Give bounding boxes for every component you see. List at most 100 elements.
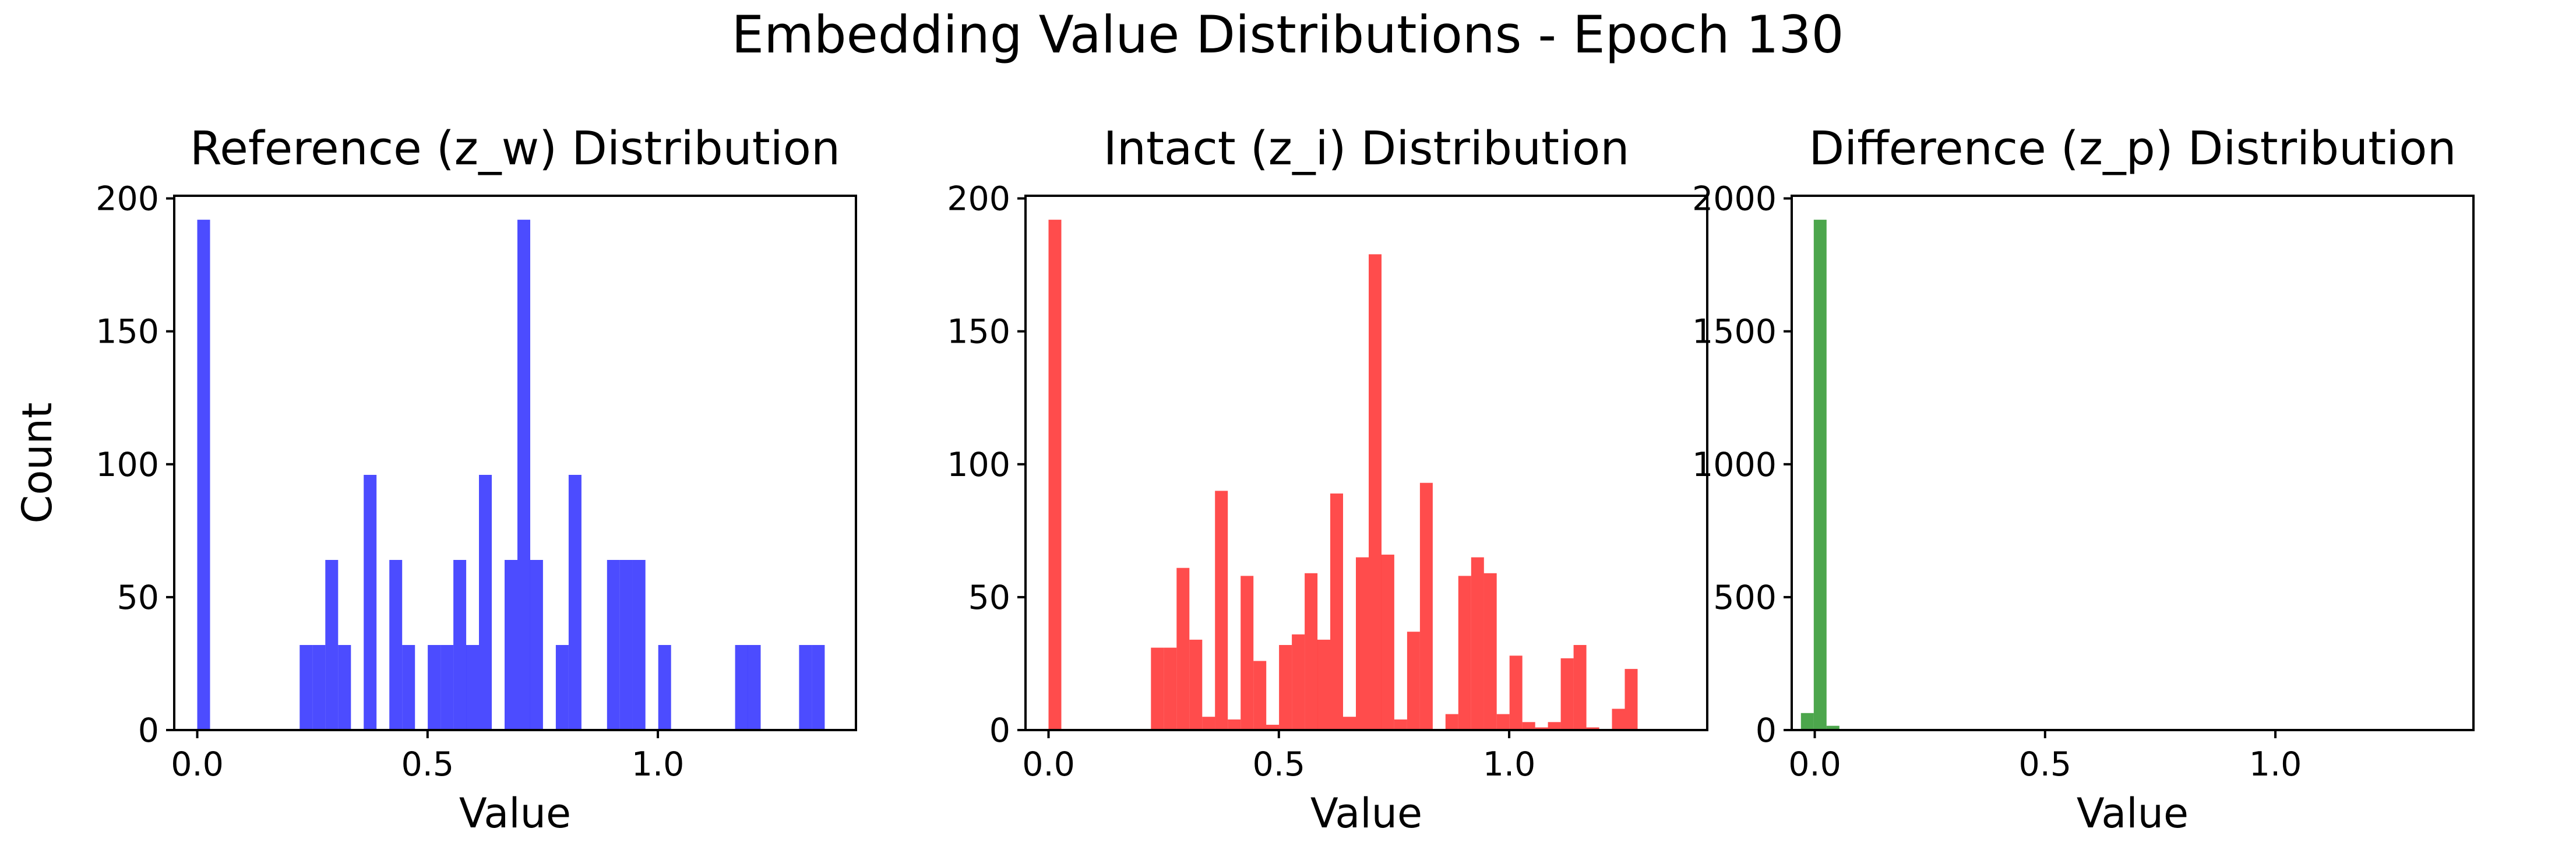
reference-ytick-label: 50: [117, 579, 159, 617]
reference-bar: [748, 645, 761, 730]
intact-bar: [1292, 634, 1305, 730]
subplot-intact: 0.0 0.5 1.0 0 50 100 150 200 Intact (z_i) Distr…: [947, 122, 1708, 837]
reference-ytick-label: 0: [138, 711, 159, 750]
intact-xlabel: Value: [1310, 789, 1422, 837]
reference-bar: [441, 645, 454, 730]
difference-xtick-label: 0.0: [1788, 745, 1841, 784]
intact-bar: [1381, 554, 1394, 730]
reference-xtick-label: 0.5: [401, 745, 454, 784]
reference-bar: [299, 645, 313, 730]
intact-bar: [1330, 494, 1343, 730]
intact-bar: [1343, 717, 1356, 730]
intact-bar: [1202, 717, 1215, 730]
intact-bar: [1586, 727, 1599, 730]
intact-axes: 0.0 0.5 1.0 0 50 100 150 200: [947, 180, 1708, 784]
reference-ytick-label: 150: [96, 313, 159, 351]
difference-ytick-label: 500: [1713, 579, 1777, 617]
reference-bar: [735, 645, 748, 730]
reference-xtick-label: 0.0: [171, 745, 224, 784]
intact-bar: [1164, 647, 1177, 730]
difference-ytick-label: 1500: [1692, 313, 1777, 351]
intact-bar: [1048, 220, 1062, 731]
intact-bar: [1509, 655, 1523, 730]
reference-bar: [632, 560, 646, 730]
intact-title: Intact (z_i) Distribution: [1104, 122, 1630, 175]
intact-bar: [1612, 709, 1625, 730]
reference-bar: [479, 475, 492, 730]
difference-bars: [1800, 220, 1878, 731]
intact-bar: [1458, 576, 1471, 730]
intact-bar: [1573, 645, 1587, 730]
difference-ytick-label: 2000: [1692, 180, 1777, 218]
intact-bar: [1317, 639, 1330, 730]
difference-title: Difference (z_p) Distribution: [1809, 122, 2456, 175]
intact-ytick-label: 100: [947, 446, 1010, 484]
difference-axes: 0.0 0.5 1.0 0 500 1000 1500 2000: [1692, 180, 2475, 784]
reference-bar: [312, 645, 326, 730]
intact-bar: [1445, 714, 1458, 730]
reference-bar: [517, 220, 530, 731]
intact-bar: [1151, 647, 1164, 730]
intact-plot-frame: [1024, 195, 1708, 731]
intact-bar: [1560, 658, 1574, 730]
intact-bar: [1189, 639, 1203, 730]
reference-bar: [402, 645, 415, 730]
reference-bar: [325, 560, 339, 730]
reference-bars: [197, 220, 825, 731]
figure-title: Embedding Value Distributions - Epoch 13…: [731, 5, 1844, 65]
reference-bar: [338, 645, 351, 730]
intact-ytick-label: 50: [968, 579, 1010, 617]
intact-bar: [1407, 632, 1420, 730]
intact-bar: [1419, 482, 1433, 730]
intact-bar: [1522, 722, 1535, 730]
reference-bar: [658, 645, 671, 730]
reference-bar: [530, 560, 543, 730]
intact-bars: [1048, 220, 1638, 731]
difference-bar: [1813, 220, 1827, 731]
difference-plot-frame: [1791, 195, 2475, 731]
intact-bar: [1253, 661, 1267, 730]
reference-plot-frame: [173, 195, 857, 731]
intact-bar: [1279, 645, 1292, 730]
intact-bar: [1305, 573, 1318, 730]
reference-bar: [799, 645, 812, 730]
reference-bar: [466, 645, 479, 730]
difference-bar: [1800, 713, 1814, 730]
reference-bar: [364, 475, 377, 730]
reference-xlabel: Value: [459, 789, 571, 837]
reference-ytick-label: 200: [96, 180, 159, 218]
reference-bar: [389, 560, 403, 730]
reference-bar: [607, 560, 620, 730]
reference-axes: 0.0 0.5 1.0 0 50 100 150 200: [96, 180, 857, 784]
reference-ytick-label: 100: [96, 446, 159, 484]
reference-bar: [197, 220, 210, 731]
intact-bar: [1624, 669, 1638, 730]
reference-title: Reference (z_w) Distribution: [190, 122, 840, 175]
intact-xtick-label: 0.5: [1252, 745, 1305, 784]
intact-bar: [1369, 254, 1382, 730]
intact-bar: [1228, 719, 1241, 730]
reference-bar: [505, 560, 517, 730]
intact-ytick-label: 0: [989, 711, 1010, 750]
difference-xlabel: Value: [2077, 789, 2189, 837]
intact-ytick-label: 200: [947, 180, 1010, 218]
intact-bar: [1535, 727, 1548, 730]
intact-bar: [1266, 724, 1280, 730]
difference-ytick-label: 1000: [1692, 446, 1777, 484]
reference-bar: [555, 645, 569, 730]
intact-bar: [1356, 557, 1369, 730]
intact-xtick-label: 1.0: [1483, 745, 1536, 784]
reference-ylabel: Count: [13, 403, 61, 524]
intact-bar: [1483, 573, 1497, 730]
reference-bar: [812, 645, 825, 730]
intact-bar: [1496, 714, 1510, 730]
subplot-reference: 0.0 0.5 1.0 0 50 100 150 200 Reference (z_w) Di…: [13, 122, 857, 837]
difference-xtick-label: 1.0: [2249, 745, 2302, 784]
intact-bar: [1394, 719, 1407, 730]
subplot-difference: 0.0 0.5 1.0 0 500 1000 1500 2000 Difference (z_…: [1692, 122, 2475, 837]
reference-bar: [568, 475, 582, 730]
intact-bar: [1548, 722, 1561, 730]
intact-bar: [1176, 568, 1190, 730]
reference-bar: [453, 560, 467, 730]
